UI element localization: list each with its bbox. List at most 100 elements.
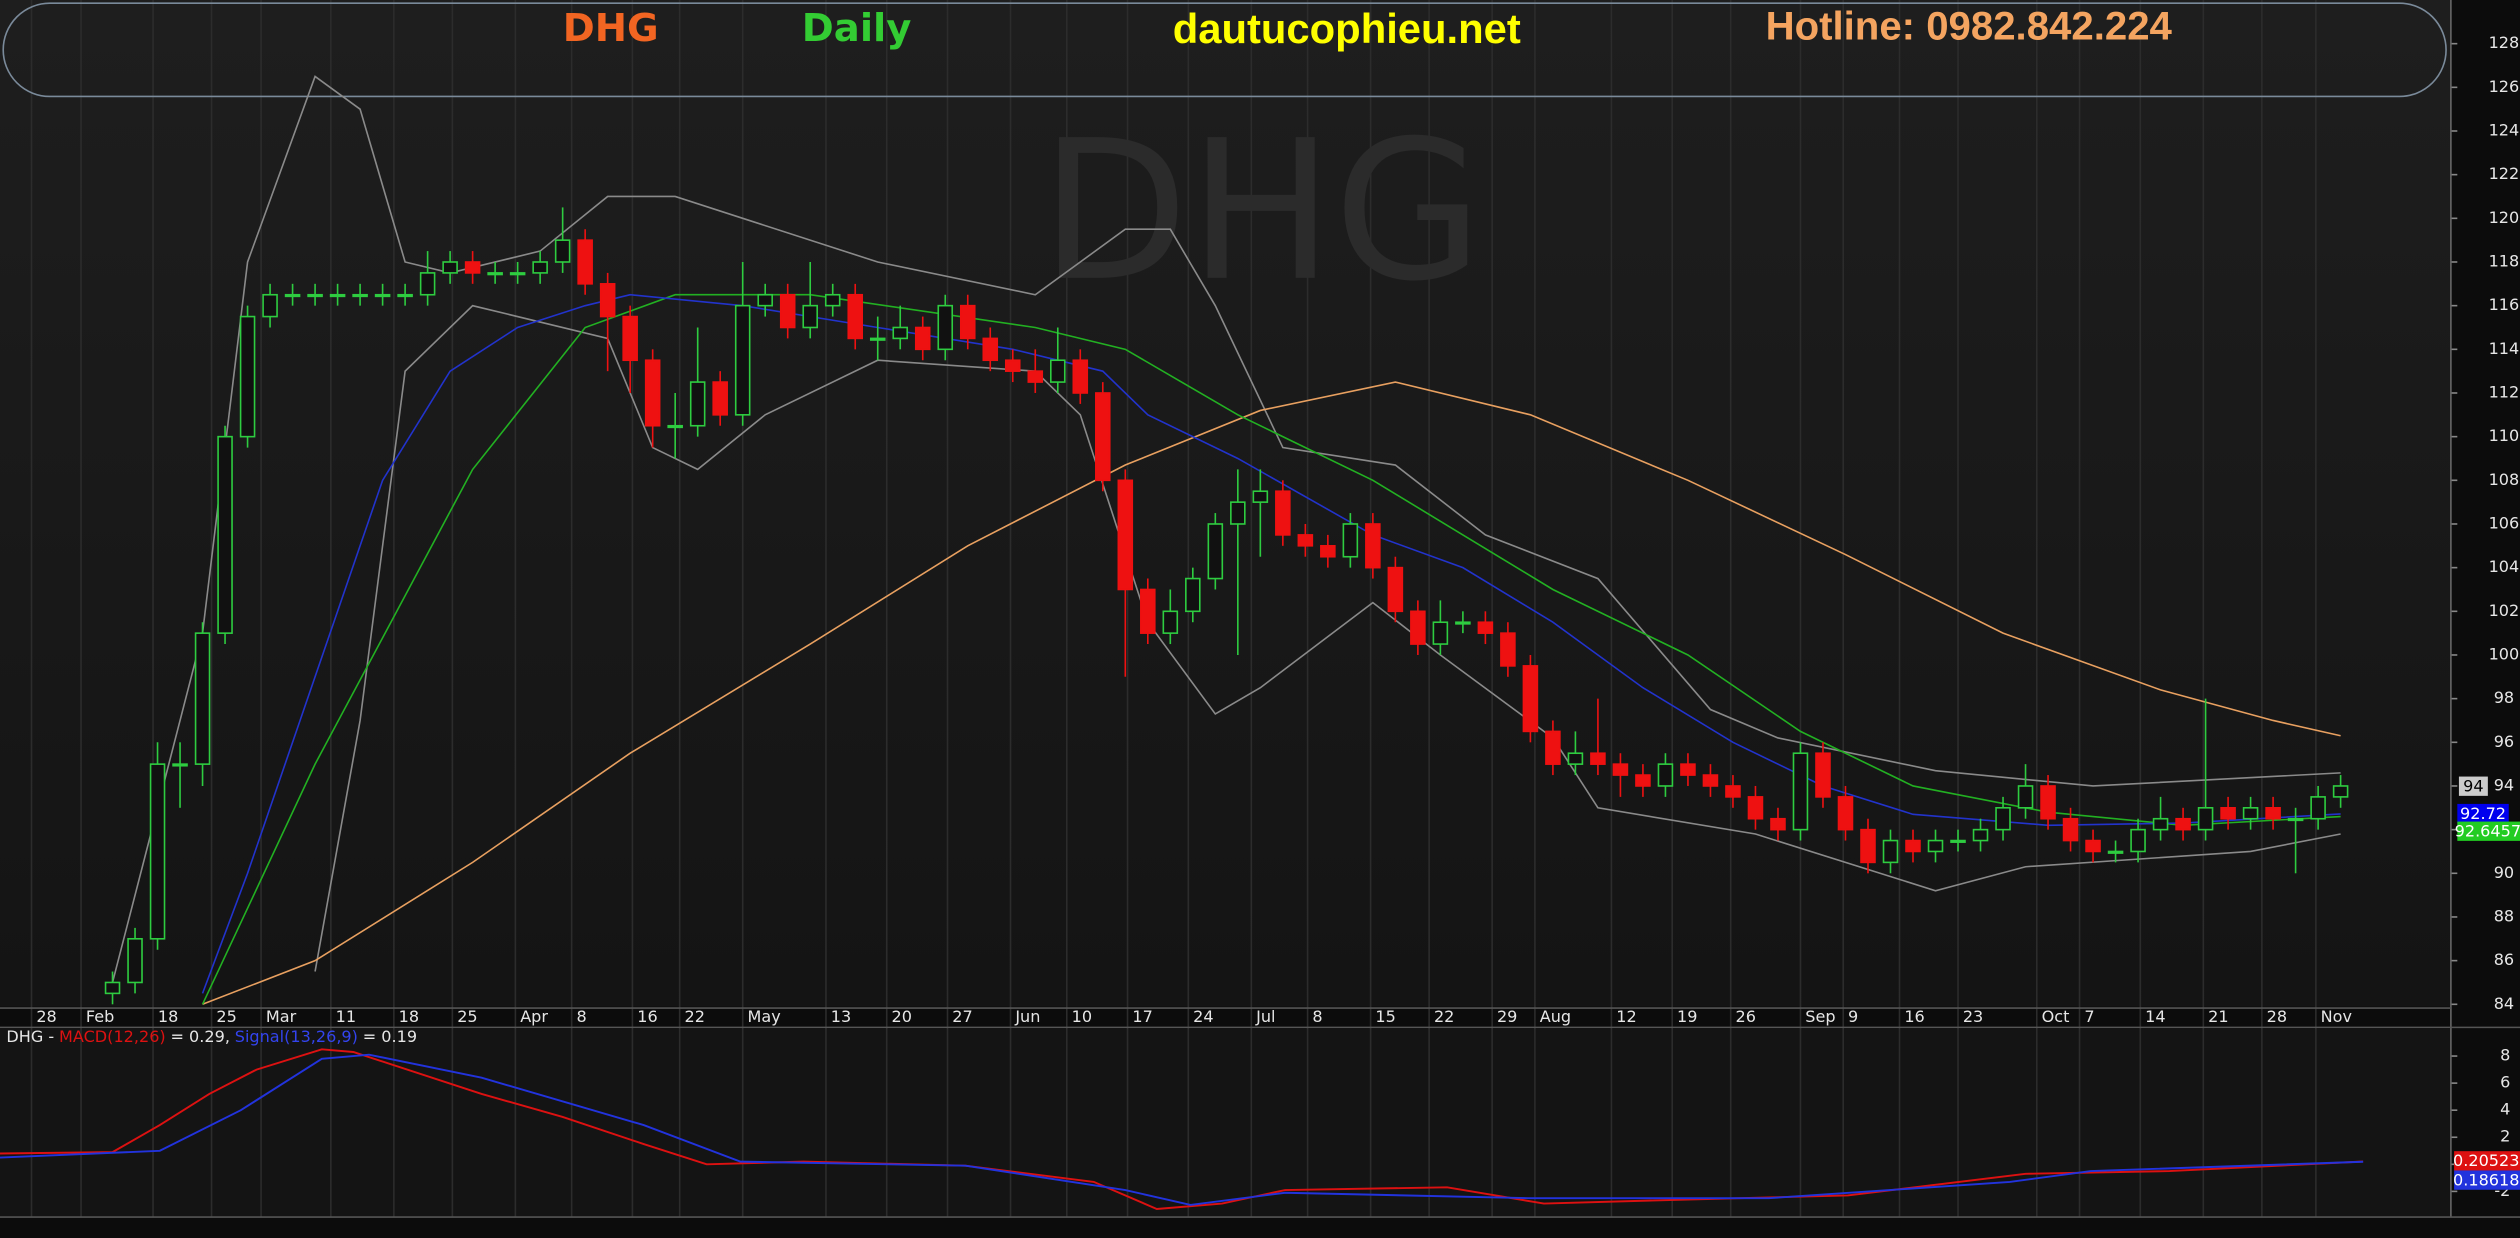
x-tick-label: 16: [637, 1007, 657, 1026]
y-tick-label: 100: [2489, 644, 2520, 663]
candle-body: [802, 304, 818, 329]
x-tick-label: Apr: [520, 1007, 548, 1026]
y-tick-label: 90: [2494, 863, 2514, 882]
x-tick-label: 25: [216, 1007, 236, 1026]
y-tick-label: 102: [2489, 601, 2520, 620]
candle-body: [397, 293, 413, 298]
candle-body: [689, 381, 706, 427]
candle-body: [2310, 796, 2326, 820]
candle-body: [914, 326, 931, 351]
candle-body: [1320, 545, 1336, 558]
candle-body: [1410, 610, 1426, 645]
candle-body: [2242, 806, 2259, 820]
macd-line: [0, 1053, 2364, 1206]
marks: [0, 75, 2364, 1210]
x-tick-label: 19: [1677, 1007, 1697, 1026]
candle-body: [217, 435, 233, 634]
candle-body: [1500, 632, 1516, 667]
candle-body: [1747, 796, 1764, 820]
y-tick-label: 126: [2489, 77, 2520, 96]
candle-body: [869, 337, 886, 341]
candle-body: [442, 261, 458, 274]
candle-body: [599, 283, 616, 318]
candle-body: [1342, 523, 1359, 558]
candle-body: [554, 239, 571, 263]
candle-body: [1635, 774, 1651, 787]
candle-body: [644, 359, 661, 427]
candle-body: [172, 763, 188, 767]
chart-title: DHG: [563, 6, 659, 51]
candle-body: [824, 293, 841, 307]
candle-body: [1185, 577, 1201, 613]
y-tick-label: 96: [2494, 732, 2514, 751]
candle-body: [1297, 534, 1314, 547]
candle-body: [1860, 828, 1876, 864]
x-tick-label: 21: [2208, 1007, 2228, 1026]
candle-body: [1387, 566, 1404, 613]
candle-body: [622, 315, 638, 362]
x-tick-label: 18: [399, 1007, 419, 1026]
x-tick-label: 16: [1904, 1007, 1924, 1026]
candle-body: [2265, 806, 2281, 820]
candle-body: [982, 337, 999, 362]
candle-body: [757, 293, 773, 307]
x-tick-label: 20: [892, 1007, 912, 1026]
x-tick-label: 28: [36, 1007, 56, 1026]
y-tick-label: 6: [2500, 1073, 2510, 1092]
chart-subtitle: Daily: [802, 6, 912, 51]
x-tick-label: Jul: [1255, 1007, 1275, 1026]
signal-last-box: [2454, 1170, 2520, 1190]
candle-body: [329, 293, 346, 298]
overlay-line: [201, 293, 2341, 994]
candle-body: [262, 293, 278, 318]
x-tick-label: Mar: [266, 1007, 297, 1026]
candle-body: [1567, 752, 1584, 765]
candle-body: [2175, 817, 2191, 831]
legend-macd-value: = 0.29,: [171, 1027, 230, 1046]
candle-body: [1072, 359, 1089, 394]
x-tick-label: 7: [2084, 1007, 2094, 1026]
x-tick-label: 9: [1848, 1007, 1858, 1026]
candle-body: [1095, 392, 1111, 482]
candle-body: [1049, 359, 1066, 383]
candle-body: [2085, 839, 2101, 853]
ma-green-box: [2457, 821, 2520, 841]
y-tick-label: 110: [2489, 426, 2520, 445]
candle-body: [2040, 785, 2056, 820]
legend-prefix: DHG -: [6, 1027, 54, 1046]
y-tick-label: 86: [2494, 950, 2514, 969]
candle-body: [1117, 479, 1134, 591]
candle-body: [1027, 370, 1044, 383]
overlay-line: [111, 75, 2341, 983]
header-frame: [2, 2, 2447, 98]
x-tick-label: 29: [1497, 1007, 1517, 1026]
y-tick-label: 84: [2494, 994, 2514, 1013]
candle-body: [734, 304, 751, 416]
candle-body: [149, 763, 166, 940]
candle-body: [1365, 523, 1381, 569]
x-tick-label: May: [748, 1007, 782, 1026]
candle-body: [487, 272, 503, 276]
y-tick-label: 94: [2494, 775, 2514, 794]
candle-body: [2130, 828, 2146, 853]
candle-body: [1207, 523, 1224, 580]
x-tick-label: 27: [952, 1007, 972, 1026]
macd-legend: DHG - MACD(12,26) = 0.29, Signal(13,26,9) = …: [6, 1027, 417, 1046]
candle-body: [2107, 850, 2124, 854]
candle-body: [374, 293, 391, 298]
grid: 28 Feb 18 25 Mar 11 18 25 Apr 8 16 22 May 13 20 27 Jun 10…: [30, 0, 2520, 1218]
candle-body: [1792, 752, 1809, 831]
candle-body: [1612, 763, 1629, 776]
candle-body: [779, 293, 796, 329]
candle-body: [1252, 490, 1269, 503]
x-tick-label: 11: [336, 1007, 356, 1026]
candle-body: [1815, 752, 1831, 798]
x-tick-label: Jun: [1014, 1007, 1040, 1026]
candle-body: [667, 424, 683, 429]
candle-body: [1657, 763, 1674, 787]
macd-last-label: 0.20523: [2453, 1151, 2519, 1170]
y-tick-label: 88: [2494, 906, 2514, 925]
legend-macd: MACD(12,26): [59, 1027, 166, 1046]
legend-signal: Signal(13,26,9): [235, 1027, 358, 1046]
candle-body: [532, 261, 548, 274]
